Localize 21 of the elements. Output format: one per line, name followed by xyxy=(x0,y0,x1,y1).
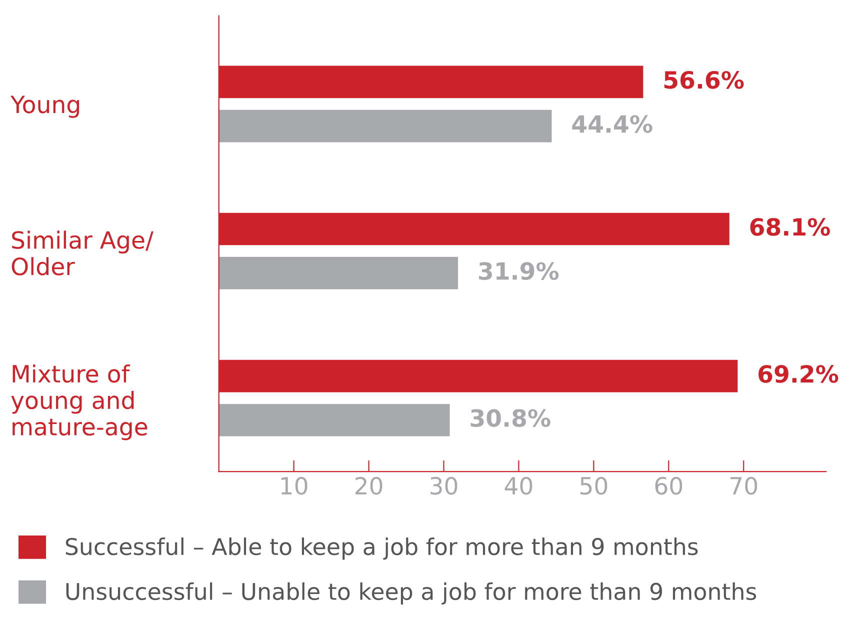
data-label: 31.9% xyxy=(479,262,559,280)
data-label: 44.4% xyxy=(572,115,652,133)
data-label: 56.6% xyxy=(664,70,744,89)
data-label: 30.8% xyxy=(470,409,550,427)
legend-label: Successful – Able to keep a job for more than 9 months xyxy=(66,538,698,560)
x-tick-label: 30 xyxy=(430,476,458,495)
x-tick-label: 70 xyxy=(730,476,758,495)
data-label: 69.2% xyxy=(758,365,838,383)
x-tick-label: 20 xyxy=(355,476,382,495)
y-tick-label: Young xyxy=(10,96,80,118)
bar xyxy=(218,256,458,290)
x-tick-label: 60 xyxy=(655,476,682,495)
x-tick-label: 50 xyxy=(580,476,608,495)
data-label: 68.1% xyxy=(750,218,830,236)
legend-label: Unsuccessful – Unable to keep a job for more than 9 months xyxy=(66,582,756,605)
x-tick-label: 40 xyxy=(504,476,532,495)
bar xyxy=(218,110,552,142)
y-tick-label: Mixture of young and mature-age xyxy=(11,364,148,440)
x-tick-label: 10 xyxy=(281,476,308,495)
bar xyxy=(218,404,450,436)
y-tick-label: Similar Age/ Older xyxy=(12,230,154,276)
